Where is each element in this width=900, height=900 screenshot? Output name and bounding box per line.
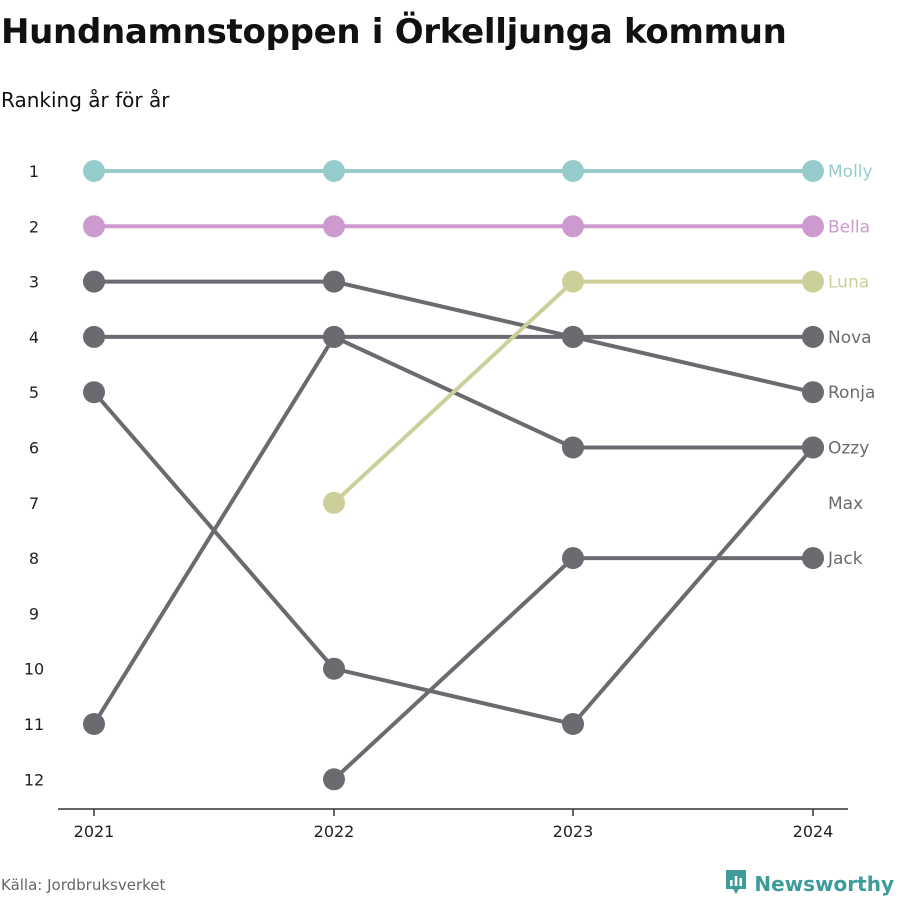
data-point-jack [802,547,824,570]
bar-chart-logo-icon [724,868,748,900]
data-point-nova [83,325,105,348]
page-title: Hundnamnstoppen i Örkelljunga kommun [1,12,787,52]
series-lines [92,169,815,782]
data-point-ozzy [562,436,584,459]
brand-logo[interactable]: Newsworthy [724,868,894,900]
series-points [83,160,824,791]
data-point-molly [323,160,345,182]
series-line-luna [332,279,815,505]
y-tick-label: 3 [29,273,39,292]
data-point-jack [562,547,584,570]
series-end-labels: Molly Bella Luna Nova Ronja Ozzy Max Jack [827,162,875,569]
data-point-molly [83,160,105,182]
y-tick-label: 8 [29,549,39,568]
brand-name: Newsworthy [754,872,894,896]
data-point-ronja [562,325,584,348]
source-note: Källa: Jordbruksverket [1,876,166,894]
data-point-ronja [323,270,345,293]
x-axis: 2021 2022 2023 2024 [58,808,848,841]
data-point-ronja [802,381,824,404]
data-point-max [802,436,824,459]
end-label-jack: Jack [827,549,863,569]
series-line-max [92,390,815,726]
data-point-bella [802,215,824,238]
data-point-bella [323,215,345,238]
data-point-molly [562,160,584,182]
series-line-ozzy [92,334,815,726]
data-point-max [83,381,105,404]
end-label-molly: Molly [828,162,873,182]
x-tick-label: 2024 [793,822,834,841]
data-point-luna [562,270,584,293]
x-tick-label: 2022 [314,822,355,841]
data-point-ozzy [323,325,345,348]
end-label-bella: Bella [828,217,870,237]
end-label-ronja: Ronja [828,383,875,403]
end-label-ozzy: Ozzy [828,439,869,459]
y-tick-label: 11 [24,715,44,734]
data-point-luna [323,491,345,514]
y-tick-label: 6 [29,439,39,458]
data-point-bella [83,215,105,238]
series-line-ronja [92,279,815,395]
end-label-max: Max [828,494,863,514]
y-tick-label: 4 [29,328,39,347]
series-line-jack [332,556,815,782]
y-tick-label: 1 [29,162,39,181]
y-tick-label: 2 [29,217,39,236]
y-tick-label: 10 [24,660,44,679]
data-point-ozzy [83,713,105,735]
y-tick-label: 9 [29,604,39,623]
data-point-molly [802,160,824,182]
y-tick-label: 7 [29,494,39,513]
data-point-bella [562,215,584,238]
data-point-max [562,713,584,735]
y-tick-label: 12 [24,770,44,789]
end-label-nova: Nova [828,328,872,348]
data-point-max [323,657,345,680]
data-point-nova [802,325,824,348]
data-point-ronja [83,270,105,293]
data-point-jack [323,768,345,791]
end-label-luna: Luna [828,273,869,293]
x-tick-label: 2023 [553,822,594,841]
page-subtitle: Ranking år för år [1,88,170,112]
y-tick-label: 5 [29,383,39,402]
data-point-luna [802,270,824,293]
x-tick-label: 2021 [74,822,115,841]
